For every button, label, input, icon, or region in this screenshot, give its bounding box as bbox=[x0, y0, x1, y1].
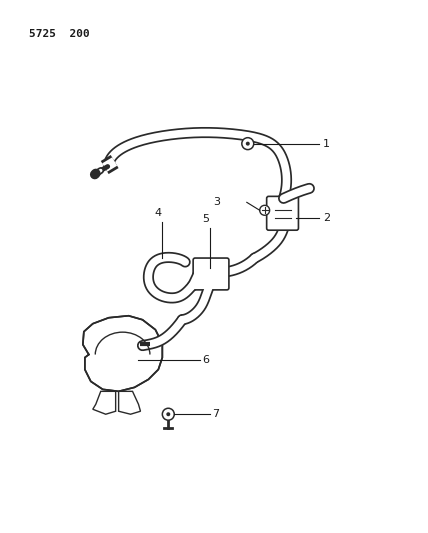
Circle shape bbox=[162, 408, 174, 420]
Polygon shape bbox=[119, 391, 140, 414]
Circle shape bbox=[260, 205, 270, 215]
Circle shape bbox=[166, 412, 170, 416]
Polygon shape bbox=[93, 391, 116, 414]
FancyBboxPatch shape bbox=[193, 258, 229, 290]
Text: 6: 6 bbox=[202, 354, 209, 365]
Text: 2: 2 bbox=[323, 213, 330, 223]
Text: 5: 5 bbox=[202, 214, 210, 224]
Text: 3: 3 bbox=[213, 197, 220, 207]
Text: 1: 1 bbox=[323, 139, 330, 149]
Text: 5725  200: 5725 200 bbox=[29, 29, 90, 39]
Polygon shape bbox=[83, 316, 162, 391]
Text: 4: 4 bbox=[155, 208, 162, 218]
Circle shape bbox=[242, 138, 254, 150]
Text: 7: 7 bbox=[212, 409, 219, 419]
Circle shape bbox=[246, 142, 250, 146]
FancyBboxPatch shape bbox=[267, 196, 298, 230]
